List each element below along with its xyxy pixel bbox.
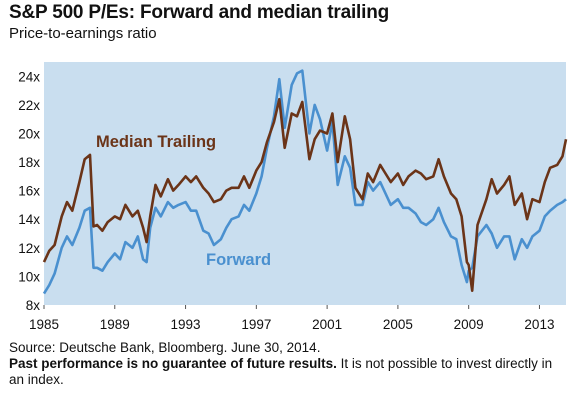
- chart-subtitle: Price-to-earnings ratio: [9, 25, 157, 42]
- source-note: Source: Deutsche Bank, Bloomberg. June 3…: [9, 340, 321, 355]
- pe-line-chart: 1985 1989 1993 1997 2001 2005 2009 2013 8x 10x 12…: [18, 62, 568, 332]
- chart-footer: Source: Deutsche Bank, Bloomberg. June 3…: [9, 340, 569, 388]
- series-label-median-trailing: Median Trailing: [96, 133, 216, 151]
- x-tick-label: 2005: [383, 317, 413, 332]
- y-tick-label: 12x: [18, 241, 40, 256]
- x-tick-label: 1985: [29, 317, 59, 332]
- x-tick-label: 1997: [241, 317, 271, 332]
- y-tick-label: 20x: [18, 126, 40, 141]
- x-tick-label: 2009: [454, 317, 484, 332]
- chart-title: S&P 500 P/Es: Forward and median trailin…: [9, 2, 390, 23]
- disclaimer: Past performance is no guarantee of futu…: [9, 356, 569, 388]
- y-tick-label: 10x: [18, 269, 40, 284]
- x-tick-label: 1989: [100, 317, 130, 332]
- y-tick-label: 18x: [18, 155, 40, 170]
- series-label-forward: Forward: [206, 251, 271, 269]
- x-tick-label: 1993: [171, 317, 201, 332]
- y-axis: 8x 10x 12x 14x 16x 18x 20x 22x 24x: [18, 69, 40, 313]
- y-tick-label: 8x: [26, 298, 41, 313]
- disclaimer-bold: Past performance is no guarantee of futu…: [9, 356, 337, 371]
- y-tick-label: 22x: [18, 98, 40, 113]
- x-tick-label: 2013: [524, 317, 554, 332]
- x-tick-label: 2001: [312, 317, 342, 332]
- series-lines: [42, 69, 568, 295]
- series-line-median-trailing: [42, 97, 568, 293]
- x-axis: 1985 1989 1993 1997 2001 2005 2009 2013: [29, 305, 554, 332]
- y-tick-label: 14x: [18, 212, 40, 227]
- disclaimer-rest: It is not possible to invest directly in…: [9, 356, 553, 387]
- y-tick-label: 24x: [18, 69, 40, 84]
- y-tick-label: 16x: [18, 184, 40, 199]
